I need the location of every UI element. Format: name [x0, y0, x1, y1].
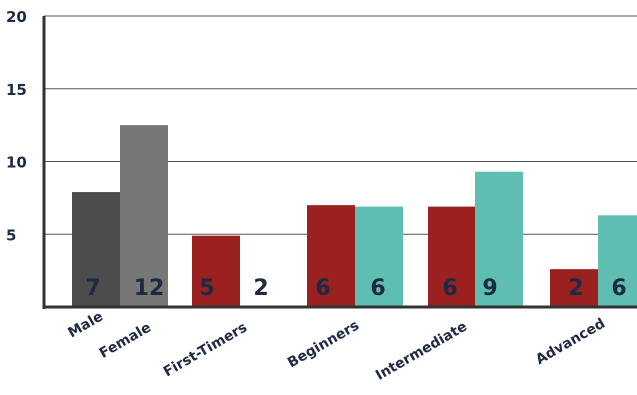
bar-male-0 [72, 192, 120, 307]
data-label-2: 5 [199, 276, 214, 301]
data-label-8: 2 [568, 276, 583, 301]
data-label-0: 7 [85, 276, 100, 301]
data-labels: 7 12 5 2 6 6 6 9 2 6 [85, 276, 626, 301]
y-tick-5: 5 [6, 226, 16, 244]
bar-intermediate-6 [428, 206, 476, 307]
bar-beginners-5 [355, 206, 403, 307]
data-label-9: 6 [611, 276, 626, 301]
data-label-7: 9 [482, 276, 497, 301]
y-tick-10: 10 [6, 154, 27, 172]
bar-intermediate-7 [475, 171, 523, 307]
data-label-3: 2 [253, 276, 268, 301]
category-label-beginners: Beginners [285, 318, 362, 372]
category-label-advanced: Advanced [533, 316, 608, 368]
bar-female-1 [120, 125, 168, 307]
category-label-first-timers: First-Timers [161, 320, 250, 381]
y-tick-labels: 5 10 15 20 [6, 8, 27, 244]
y-tick-20: 20 [6, 8, 27, 26]
data-label-1: 12 [134, 276, 165, 301]
category-label-female: Female [97, 320, 154, 362]
category-label-intermediate: Intermediate [373, 319, 470, 384]
data-label-6: 6 [442, 276, 457, 301]
bar-beginners-4 [307, 205, 355, 307]
bar-first-timers-2 [192, 235, 240, 307]
data-label-4: 6 [315, 276, 330, 301]
bar-advanced-8 [550, 269, 598, 307]
bars-group [72, 125, 637, 307]
data-label-5: 6 [370, 276, 385, 301]
bar-advanced-9 [598, 215, 637, 307]
axes [42, 16, 637, 309]
category-label-male: Male [65, 309, 106, 342]
y-tick-15: 15 [6, 81, 27, 99]
